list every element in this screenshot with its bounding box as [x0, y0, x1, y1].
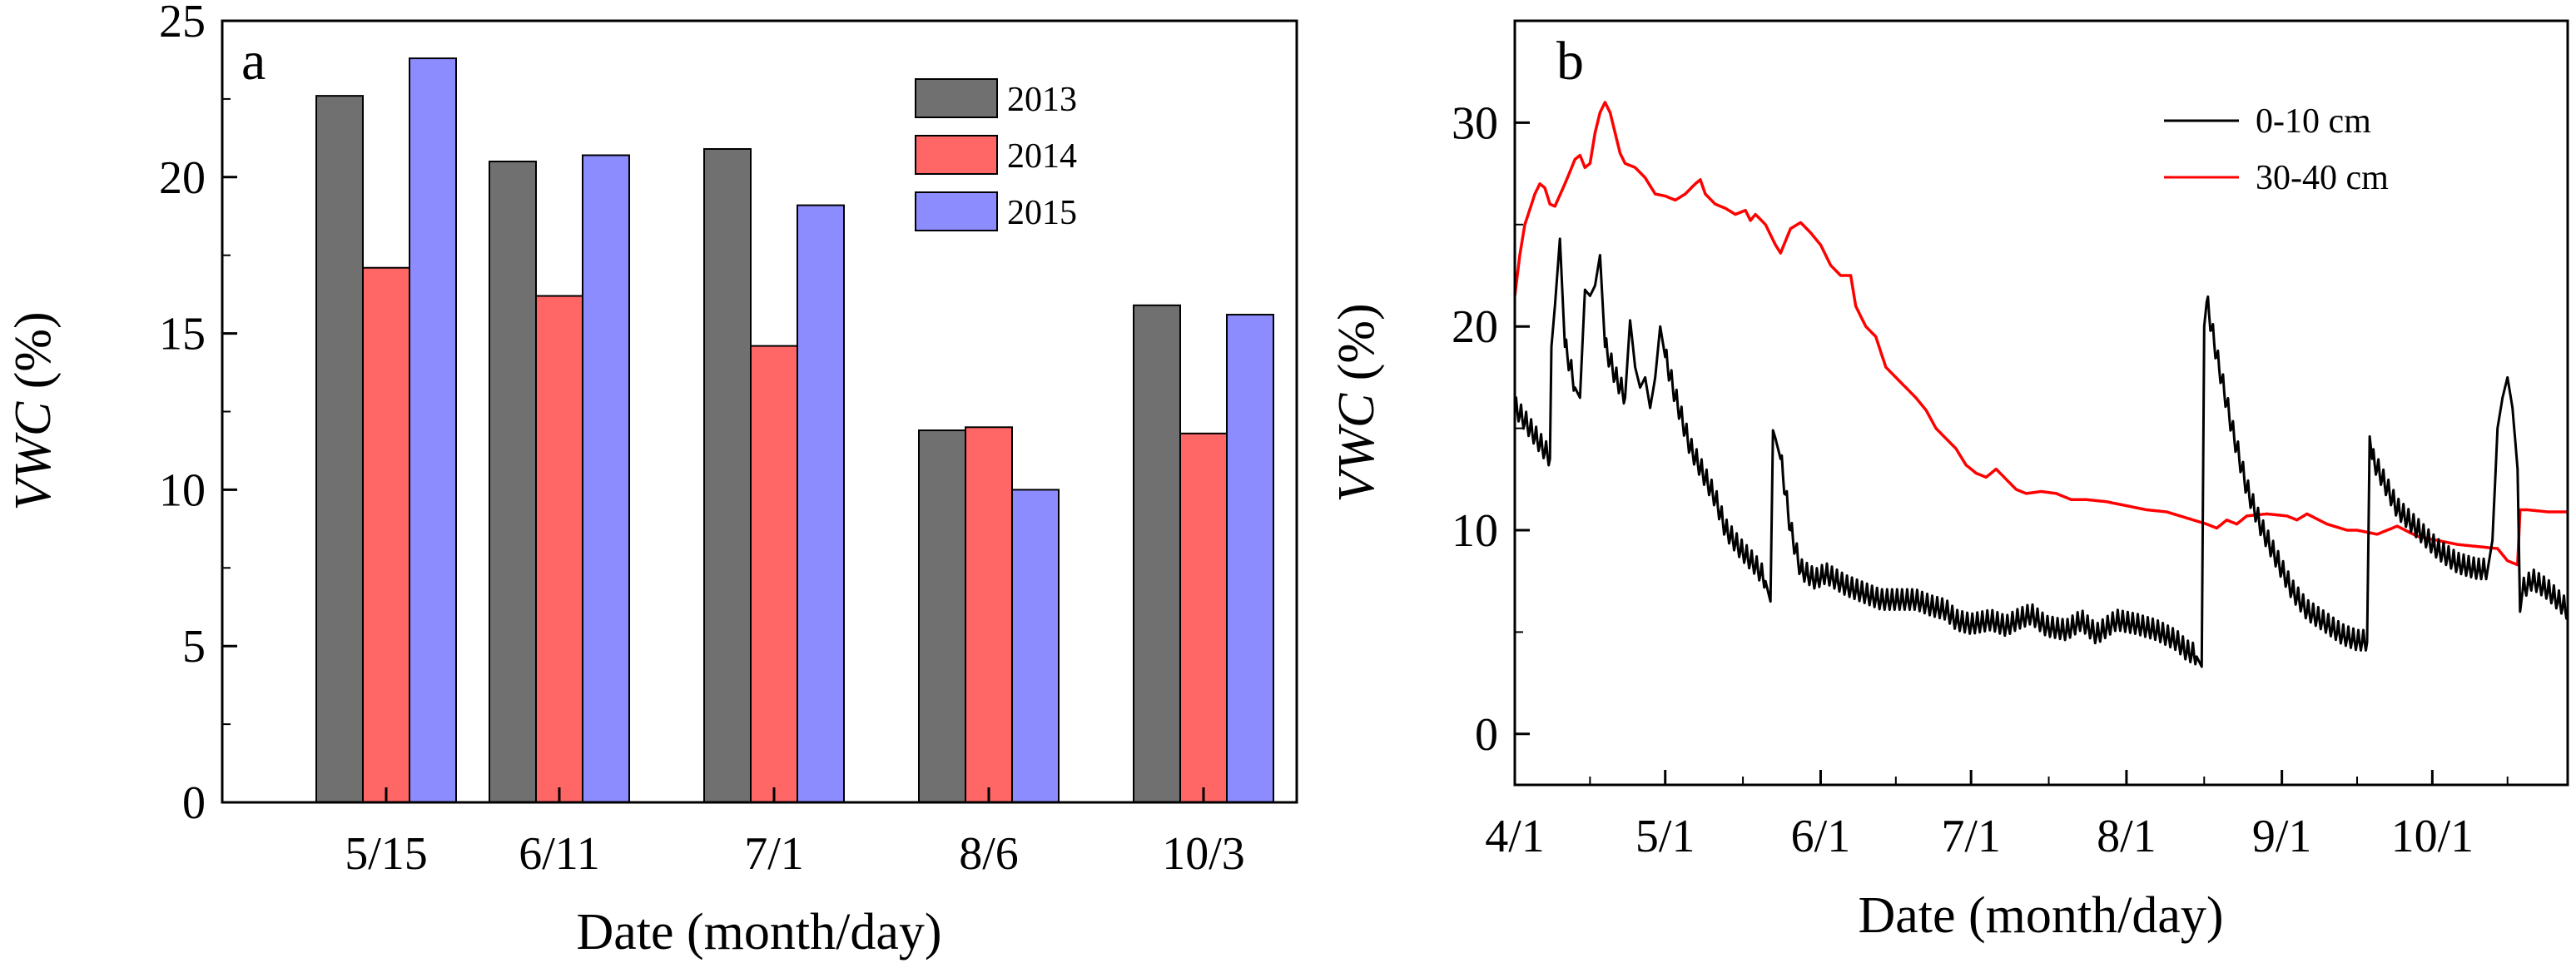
- panel-b-y-axis-title: VWC (%): [1328, 303, 1385, 502]
- bar-7-1-2014: [750, 345, 798, 803]
- legend-label-2014: 2014: [1007, 137, 1077, 176]
- bar-5-15-2014: [362, 266, 410, 803]
- panel-a-y-tick-label: 10: [159, 464, 206, 516]
- panel-b-x-tick-label: 5/1: [1635, 811, 1695, 862]
- bar-6-11-2014: [535, 295, 583, 803]
- panel-b-y-ticks: 0 10 20 30: [1452, 97, 1530, 761]
- panel-b-y-tick-label: 0: [1475, 709, 1498, 761]
- bar-6-11-2015: [582, 154, 630, 803]
- panel-b-x-tick-label: 9/1: [2252, 811, 2312, 862]
- panel-b: 0 10 20 30 4/1 5/1 6/1 7/1 8/1 9/1 10/1 b 0-10 cm…: [1328, 19, 2569, 944]
- panel-a-y-tick-label: 5: [182, 621, 206, 673]
- panel-b-x-tick-label: 8/1: [2097, 811, 2157, 862]
- bar-6-11-2013: [489, 161, 537, 803]
- legend-swatch-2014: [915, 135, 998, 175]
- panel-a-y-tick-label: 15: [159, 309, 206, 360]
- legend-label-30-40cm: 30-40 cm: [2256, 159, 2389, 197]
- bar-7-1-2013: [703, 147, 752, 804]
- panel-b-x-tick-label: 4/1: [1485, 811, 1545, 862]
- panel-a-x-tick-label: 7/1: [744, 828, 804, 880]
- panel-b-legend: 0-10 cm 30-40 cm: [2164, 102, 2389, 197]
- panel-a-y-ticks: 0 5 10 15 20 25: [159, 0, 237, 829]
- panel-b-lines: [1513, 101, 2569, 668]
- bar-8-6-2013: [918, 429, 966, 803]
- legend-label-2013: 2013: [1007, 81, 1077, 119]
- bar-5-15-2015: [409, 57, 457, 803]
- bar-7-1-2015: [797, 204, 845, 803]
- panel-a-y-axis-title: VWC (%): [5, 311, 62, 510]
- panel-a-x-tick-label: 8/6: [959, 828, 1019, 880]
- panel-b-y-tick-label: 10: [1452, 505, 1498, 557]
- panel-a: 0 5 10 15 20 25 5/15 6/11 7/1 8/6 10/3 a 2013 2014…: [5, 0, 1298, 961]
- panel-b-x-tick-label: 10/1: [2391, 811, 2474, 862]
- legend-swatch-2013: [915, 78, 998, 118]
- panel-a-y-tick-label: 25: [159, 0, 206, 47]
- panel-b-label: b: [1556, 31, 1584, 92]
- panel-b-y-tick-label: 30: [1452, 97, 1498, 149]
- bar-5-15-2013: [315, 95, 364, 804]
- bar-8-6-2015: [1011, 489, 1060, 804]
- panel-a-x-tick-label: 6/11: [519, 828, 599, 880]
- panel-b-y-tick-label: 20: [1452, 301, 1498, 353]
- panel-b-x-axis-title: Date (month/day): [1858, 887, 2223, 944]
- legend-swatch-2015: [915, 191, 998, 231]
- panel-a-x-ticks: 5/15 6/11 7/1 8/6 10/3: [345, 787, 1245, 880]
- legend-label-0-10cm: 0-10 cm: [2256, 102, 2371, 141]
- panel-b-frame: [1513, 19, 2569, 787]
- panel-b-x-ticks: 4/1 5/1 6/1 7/1 8/1 9/1 10/1: [1485, 770, 2509, 862]
- panel-b-x-tick-label: 6/1: [1791, 811, 1851, 862]
- legend-label-2015: 2015: [1007, 194, 1077, 232]
- panel-b-x-tick-label: 7/1: [1941, 811, 2001, 862]
- series-line-30-40cm: [1513, 101, 2569, 567]
- panel-a-x-tick-label: 10/3: [1162, 828, 1245, 880]
- panel-a-label: a: [241, 31, 266, 92]
- panel-a-legend: 2013 2014 2015: [915, 78, 1077, 232]
- bar-10-3-2015: [1226, 314, 1274, 803]
- panel-a-y-tick-label: 0: [182, 777, 206, 829]
- bar-10-3-2014: [1179, 432, 1228, 803]
- panel-a-x-axis-title: Date (month/day): [576, 904, 941, 961]
- panel-a-x-tick-label: 5/15: [345, 828, 428, 880]
- series-line-0-10cm: [1513, 237, 2569, 668]
- panel-a-bars: [315, 57, 1274, 804]
- bar-10-3-2013: [1133, 304, 1181, 803]
- bar-8-6-2014: [965, 426, 1013, 804]
- panel-a-y-tick-label: 20: [159, 152, 206, 204]
